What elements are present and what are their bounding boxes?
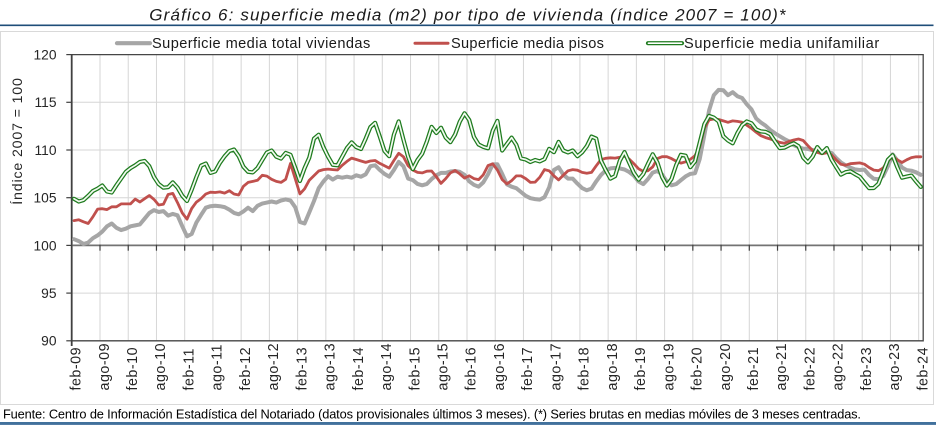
svg-text:ago-14: ago-14: [379, 343, 395, 391]
svg-text:Superficie media unifamiliar: Superficie media unifamiliar: [684, 36, 880, 52]
svg-text:feb-15: feb-15: [407, 347, 423, 391]
svg-text:feb-24: feb-24: [915, 347, 931, 391]
svg-text:feb-09: feb-09: [69, 347, 85, 391]
svg-text:Superficie media pisos: Superficie media pisos: [451, 36, 604, 52]
svg-text:ago-10: ago-10: [153, 343, 169, 391]
svg-text:115: 115: [35, 95, 57, 110]
svg-text:ago-11: ago-11: [210, 344, 226, 390]
svg-text:ago-19: ago-19: [661, 343, 677, 391]
svg-text:Índice 2007 = 100: Índice 2007 = 100: [9, 77, 26, 204]
svg-text:feb-19: feb-19: [633, 347, 649, 391]
svg-text:ago-21: ago-21: [774, 343, 790, 391]
svg-text:ago-09: ago-09: [97, 343, 113, 391]
svg-text:110: 110: [35, 143, 57, 158]
svg-text:feb-21: feb-21: [746, 347, 762, 391]
svg-text:100: 100: [33, 238, 56, 253]
svg-text:feb-16: feb-16: [464, 347, 480, 391]
svg-text:ago-13: ago-13: [323, 343, 339, 391]
svg-text:ago-16: ago-16: [492, 343, 508, 391]
svg-text:ago-15: ago-15: [435, 343, 451, 391]
svg-text:95: 95: [41, 286, 57, 301]
svg-text:Superficie media total viviend: Superficie media total viviendas: [152, 36, 371, 52]
svg-text:feb-17: feb-17: [520, 347, 536, 391]
svg-text:ago-23: ago-23: [887, 343, 903, 391]
svg-text:feb-20: feb-20: [690, 347, 706, 391]
svg-text:feb-14: feb-14: [351, 347, 367, 391]
svg-text:feb-22: feb-22: [802, 347, 818, 391]
svg-text:feb-12: feb-12: [238, 347, 254, 391]
svg-text:feb-10: feb-10: [125, 347, 141, 391]
svg-text:Gráfico 6: superficie media (m: Gráfico 6: superficie media (m2) por tip…: [149, 5, 787, 24]
svg-text:90: 90: [41, 334, 57, 349]
svg-text:feb-23: feb-23: [859, 347, 875, 391]
svg-text:Fuente: Centro de Información: Fuente: Centro de Información Estadístic…: [3, 406, 861, 421]
svg-text:ago-22: ago-22: [831, 343, 847, 391]
svg-text:feb-13: feb-13: [294, 347, 310, 391]
svg-text:ago-12: ago-12: [266, 343, 282, 391]
svg-text:ago-18: ago-18: [605, 343, 621, 391]
svg-text:120: 120: [33, 48, 56, 63]
svg-text:feb-18: feb-18: [577, 347, 593, 391]
svg-text:ago-17: ago-17: [548, 343, 564, 391]
svg-text:ago-20: ago-20: [718, 343, 734, 391]
svg-text:feb-11: feb-11: [181, 348, 197, 390]
svg-text:105: 105: [33, 191, 56, 206]
